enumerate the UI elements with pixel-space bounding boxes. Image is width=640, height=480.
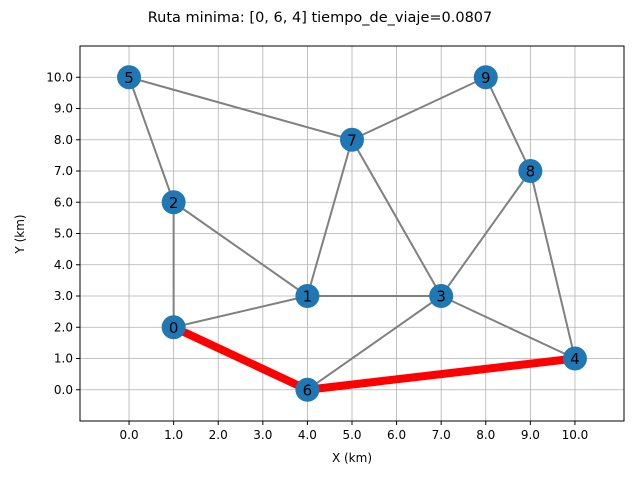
x-tick-label: 5.0 [342, 428, 361, 442]
node-label-3: 3 [436, 288, 446, 306]
node-label-9: 9 [481, 69, 491, 87]
shortest-path [171, 323, 576, 394]
path-edge-6-4 [306, 354, 576, 394]
edge-5-2 [128, 76, 175, 203]
x-tick-label: 6.0 [387, 428, 406, 442]
x-tick-label: 0.0 [120, 428, 139, 442]
edge-5-7 [128, 76, 353, 141]
node-0 [161, 315, 186, 340]
y-tick-label: 4.0 [54, 258, 73, 272]
edge-3-6 [306, 295, 442, 391]
y-tick-label: 0.0 [54, 383, 73, 397]
y-tick-label: 8.0 [54, 133, 73, 147]
y-tick-label: 1.0 [54, 352, 73, 366]
y-tick-label: 7.0 [54, 164, 73, 178]
y-axis-label: Y (km) [13, 214, 27, 254]
y-tick-label: 3.0 [54, 289, 73, 303]
node-2 [161, 190, 186, 215]
x-tick-label: 1.0 [164, 428, 183, 442]
node-7 [340, 127, 364, 152]
node-label-0: 0 [169, 319, 179, 337]
edge-8-3 [440, 170, 532, 297]
node-6 [295, 377, 320, 402]
y-tick-label: 5.0 [54, 227, 73, 241]
node-1 [295, 284, 320, 308]
y-tick-label: 10.0 [46, 70, 73, 84]
node-label-2: 2 [169, 194, 179, 212]
y-tick-label: 9.0 [54, 102, 73, 116]
path-edge-0-6 [171, 323, 310, 394]
x-tick-label: 10.0 [562, 428, 589, 442]
node-9 [473, 65, 498, 90]
edge-9-8 [484, 76, 532, 172]
x-axis-label: X (km) [332, 451, 372, 465]
nodes: 0 1 2 3 4 5 6 7 8 9 [117, 65, 587, 402]
axis-ticks: 0.0 1.0 2.0 3.0 4.0 5.0 6.0 7.0 8.0 9.0 10.0 0.0 1.0… [46, 70, 588, 442]
node-label-6: 6 [303, 381, 313, 399]
x-tick-label: 4.0 [298, 428, 317, 442]
x-tick-label: 7.0 [432, 428, 451, 442]
edge-8-4 [529, 170, 576, 359]
edge-1-7 [306, 139, 353, 297]
node-3 [429, 284, 454, 308]
node-label-4: 4 [570, 350, 580, 368]
node-5 [117, 65, 142, 90]
edge-3-4 [440, 295, 576, 360]
x-tick-label: 2.0 [209, 428, 228, 442]
node-label-1: 1 [303, 288, 313, 306]
node-label-8: 8 [526, 163, 536, 181]
x-tick-label: 8.0 [476, 428, 495, 442]
node-label-7: 7 [347, 131, 357, 149]
chart-title: Ruta minima: [0, 6, 4] tiempo_de_viaje=0… [148, 10, 493, 26]
y-tick-label: 6.0 [54, 195, 73, 209]
edge-7-9 [351, 76, 487, 141]
node-label-5: 5 [124, 69, 134, 87]
y-tick-label: 2.0 [54, 320, 73, 334]
edge-2-1 [173, 201, 308, 297]
x-tick-label: 3.0 [253, 428, 272, 442]
node-4 [562, 346, 587, 371]
node-8 [518, 159, 543, 183]
edge-7-3 [351, 139, 443, 297]
x-tick-label: 9.0 [521, 428, 540, 442]
edge-0-1 [173, 295, 308, 329]
